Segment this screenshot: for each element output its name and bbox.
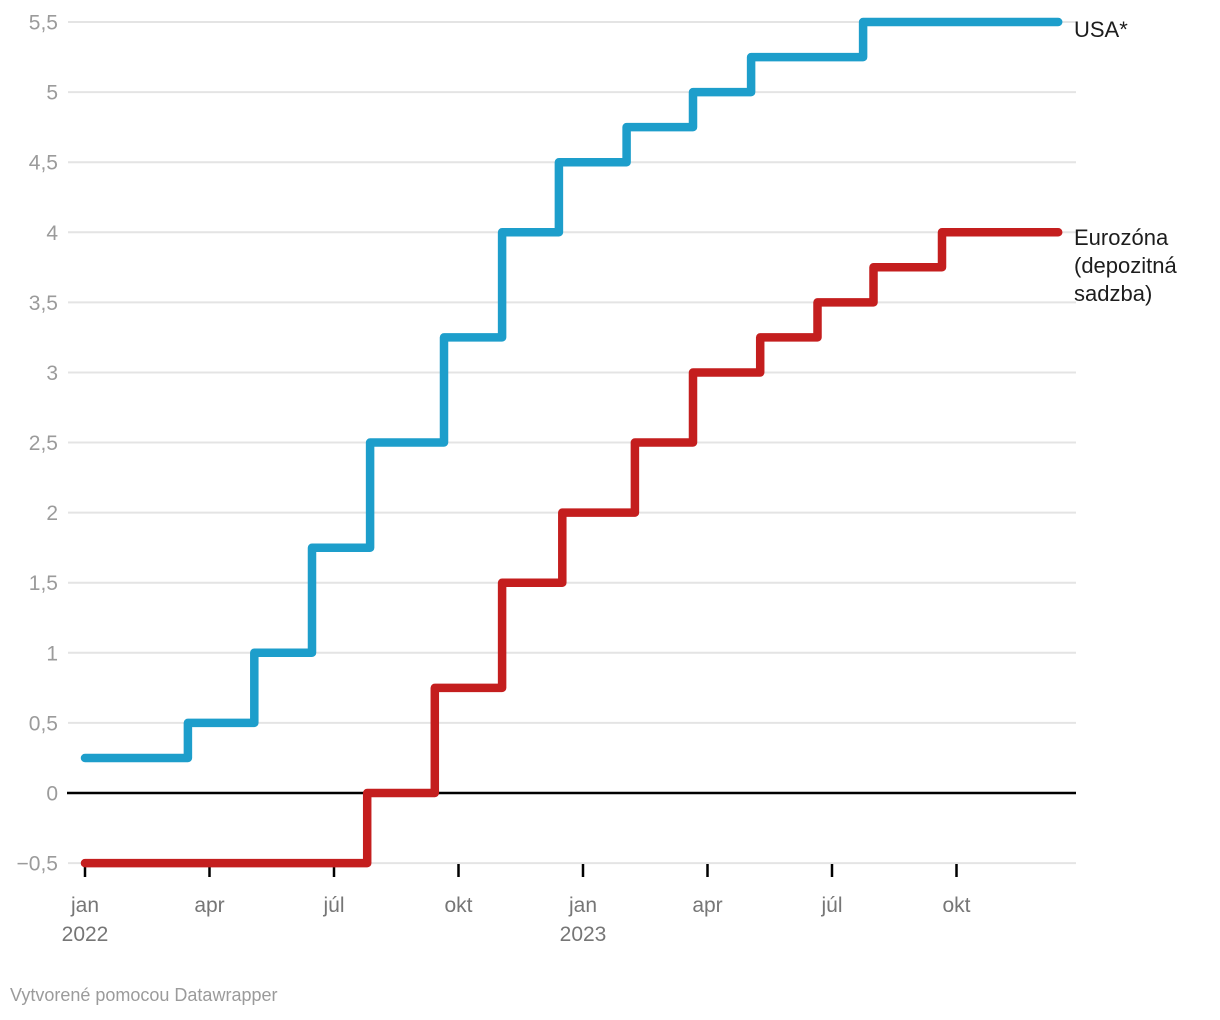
- y-axis-label: 0,5: [29, 712, 58, 735]
- y-axis-label: 5: [46, 82, 58, 105]
- y-axis-label: 4,5: [29, 152, 58, 175]
- series-label-eurozona: Eurozóna (depozitná sadzba): [1074, 224, 1177, 308]
- x-axis-label: apr: [194, 894, 224, 917]
- y-axis-label: 1,5: [29, 572, 58, 595]
- y-axis-label: 4: [46, 222, 58, 245]
- y-axis-label: 1: [46, 642, 58, 665]
- x-axis-label: jan: [70, 894, 99, 917]
- y-axis-label: 3: [46, 362, 58, 385]
- series-label-usa: USA*: [1074, 17, 1128, 42]
- x-axis-label: okt: [444, 894, 472, 917]
- x-axis-label: jan: [568, 894, 597, 917]
- series-label-eurozona-line2: (depozitná: [1074, 253, 1177, 278]
- series-label-eurozona-line3: sadzba): [1074, 281, 1153, 306]
- y-axis-label: 0: [46, 783, 58, 806]
- y-axis-label: 2: [46, 502, 58, 525]
- x-axis-label: júl: [820, 894, 842, 917]
- x-axis-label: apr: [692, 894, 722, 917]
- y-axis-label: 2,5: [29, 432, 58, 455]
- series-label-eurozona-line1: Eurozóna: [1074, 225, 1169, 250]
- y-axis-label: 5,5: [29, 12, 58, 35]
- x-axis-year-label: 2022: [62, 923, 109, 946]
- y-axis-label: 3,5: [29, 292, 58, 315]
- datawrapper-credit: Vytvorené pomocou Datawrapper: [10, 985, 278, 1005]
- x-axis-year-label: 2023: [560, 923, 607, 946]
- usa-rate-line: [80, 17, 1063, 763]
- x-axis-label: júl: [322, 894, 344, 917]
- y-axis-label: −0,5: [17, 853, 58, 876]
- x-axis-label: okt: [942, 894, 970, 917]
- eurozona-rate-line: [80, 228, 1063, 868]
